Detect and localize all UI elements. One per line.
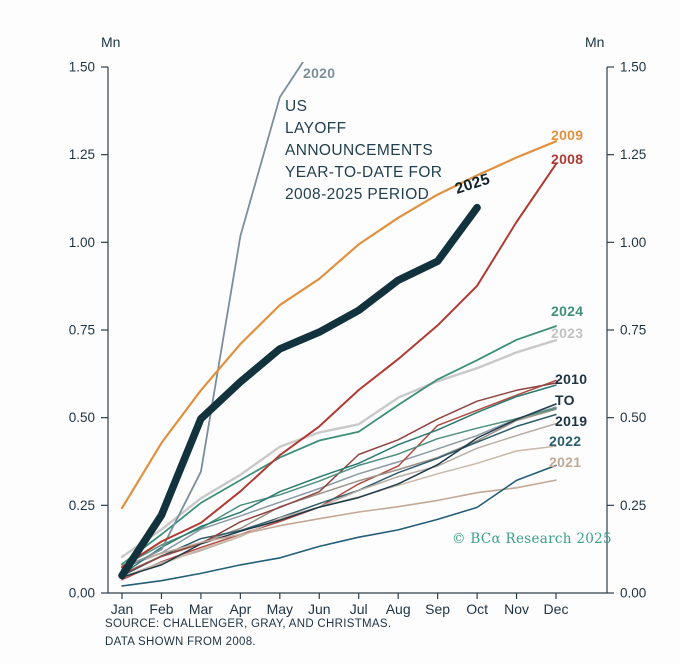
x-tick-label: Feb bbox=[149, 601, 173, 617]
chart-title-block: US LAYOFF ANNOUNCEMENTS YEAR-TO-DATE FOR… bbox=[285, 96, 442, 206]
x-tick-label: Apr bbox=[229, 601, 251, 617]
y-tick-label-right: 1.00 bbox=[620, 235, 646, 250]
axes bbox=[101, 66, 614, 599]
y-tick-label-left: 1.50 bbox=[69, 60, 95, 75]
chart-title-line: ANNOUNCEMENTS bbox=[285, 142, 434, 159]
y-tick-label-left: 0.75 bbox=[69, 323, 95, 338]
line-2010 bbox=[121, 406, 557, 569]
line-2014 bbox=[121, 422, 557, 578]
year-label-2019: 2019 bbox=[555, 413, 587, 429]
x-tick-label: Dec bbox=[544, 601, 569, 617]
line-2025 bbox=[118, 203, 481, 580]
source-line: SOURCE: CHALLENGER, GRAY, AND CHRISTMAS. bbox=[105, 618, 392, 630]
line-2024 bbox=[121, 325, 557, 566]
line-2017 bbox=[121, 445, 557, 578]
y-tick-label-left: 1.00 bbox=[69, 235, 95, 250]
y-tick-label-left: 1.25 bbox=[69, 147, 95, 162]
chart-title-line: 2008-2025 PERIOD bbox=[285, 186, 430, 203]
x-tick-label: Jan bbox=[111, 601, 134, 617]
line-2009 bbox=[120, 140, 558, 510]
y-tick-label-right: 1.25 bbox=[620, 147, 646, 162]
y-axis-unit-left: Mn bbox=[101, 34, 121, 50]
x-tick-label: May bbox=[267, 601, 293, 617]
y-tick-label-left: 0.00 bbox=[69, 586, 95, 601]
year-label-2021: 2021 bbox=[549, 454, 581, 470]
bca-research-watermark: © BCα Research 2025 bbox=[452, 531, 612, 547]
line-2019 bbox=[121, 384, 557, 576]
year-label-to: TO bbox=[555, 392, 575, 408]
year-label-2010: 2010 bbox=[555, 371, 587, 387]
y-axis-unit-right: Mn bbox=[585, 34, 605, 50]
year-label-2024: 2024 bbox=[551, 303, 583, 319]
x-tick-label: Jul bbox=[350, 601, 368, 617]
line-2023 bbox=[120, 339, 558, 559]
source-note: SOURCE: CHALLENGER, GRAY, AND CHRISTMAS.… bbox=[105, 615, 391, 651]
x-tick-label: Oct bbox=[466, 601, 488, 617]
tick-labels: 0.00 0.00 0.25 0.25 0.50 0.50 0.75 0.75 1.00 1.00… bbox=[69, 60, 647, 618]
source-line: DATA SHOWN FROM 2008. bbox=[105, 636, 256, 648]
series-lines bbox=[118, 62, 558, 587]
y-tick-label-left: 0.50 bbox=[69, 410, 95, 425]
line-2013 bbox=[121, 413, 557, 577]
x-tick-label: Sep bbox=[425, 601, 450, 617]
x-tick-label: Mar bbox=[189, 601, 213, 617]
line-2021 bbox=[121, 479, 557, 567]
year-label-2022: 2022 bbox=[549, 433, 581, 449]
year-label-2020: 2020 bbox=[303, 65, 335, 81]
y-tick-label-right: 0.25 bbox=[620, 498, 646, 513]
chart-title-line: LAYOFF bbox=[285, 120, 347, 137]
y-tick-label-right: 0.75 bbox=[620, 323, 646, 338]
y-tick-label-right: 0.00 bbox=[620, 586, 646, 601]
y-tick-label-right: 0.50 bbox=[620, 410, 646, 425]
y-tick-label-right: 1.50 bbox=[620, 60, 646, 75]
line-2011 bbox=[121, 379, 557, 581]
year-label-2023: 2023 bbox=[551, 325, 583, 341]
year-label-2009: 2009 bbox=[551, 127, 583, 143]
line-2020 bbox=[121, 62, 305, 571]
x-tick-label: Nov bbox=[504, 601, 529, 617]
chart-title-line: US bbox=[285, 98, 308, 115]
line-2016 bbox=[121, 407, 557, 568]
x-tick-label: Aug bbox=[386, 601, 411, 617]
year-label-2025: 2025 bbox=[453, 171, 492, 198]
y-tick-label-left: 0.25 bbox=[69, 498, 95, 513]
year-label-2008: 2008 bbox=[551, 151, 583, 167]
line-2008 bbox=[121, 163, 557, 569]
x-tick-label: Jun bbox=[308, 601, 331, 617]
line-2022 bbox=[121, 464, 557, 587]
line-2018 bbox=[121, 403, 557, 578]
chart-title-line: YEAR-TO-DATE FOR bbox=[285, 164, 443, 181]
